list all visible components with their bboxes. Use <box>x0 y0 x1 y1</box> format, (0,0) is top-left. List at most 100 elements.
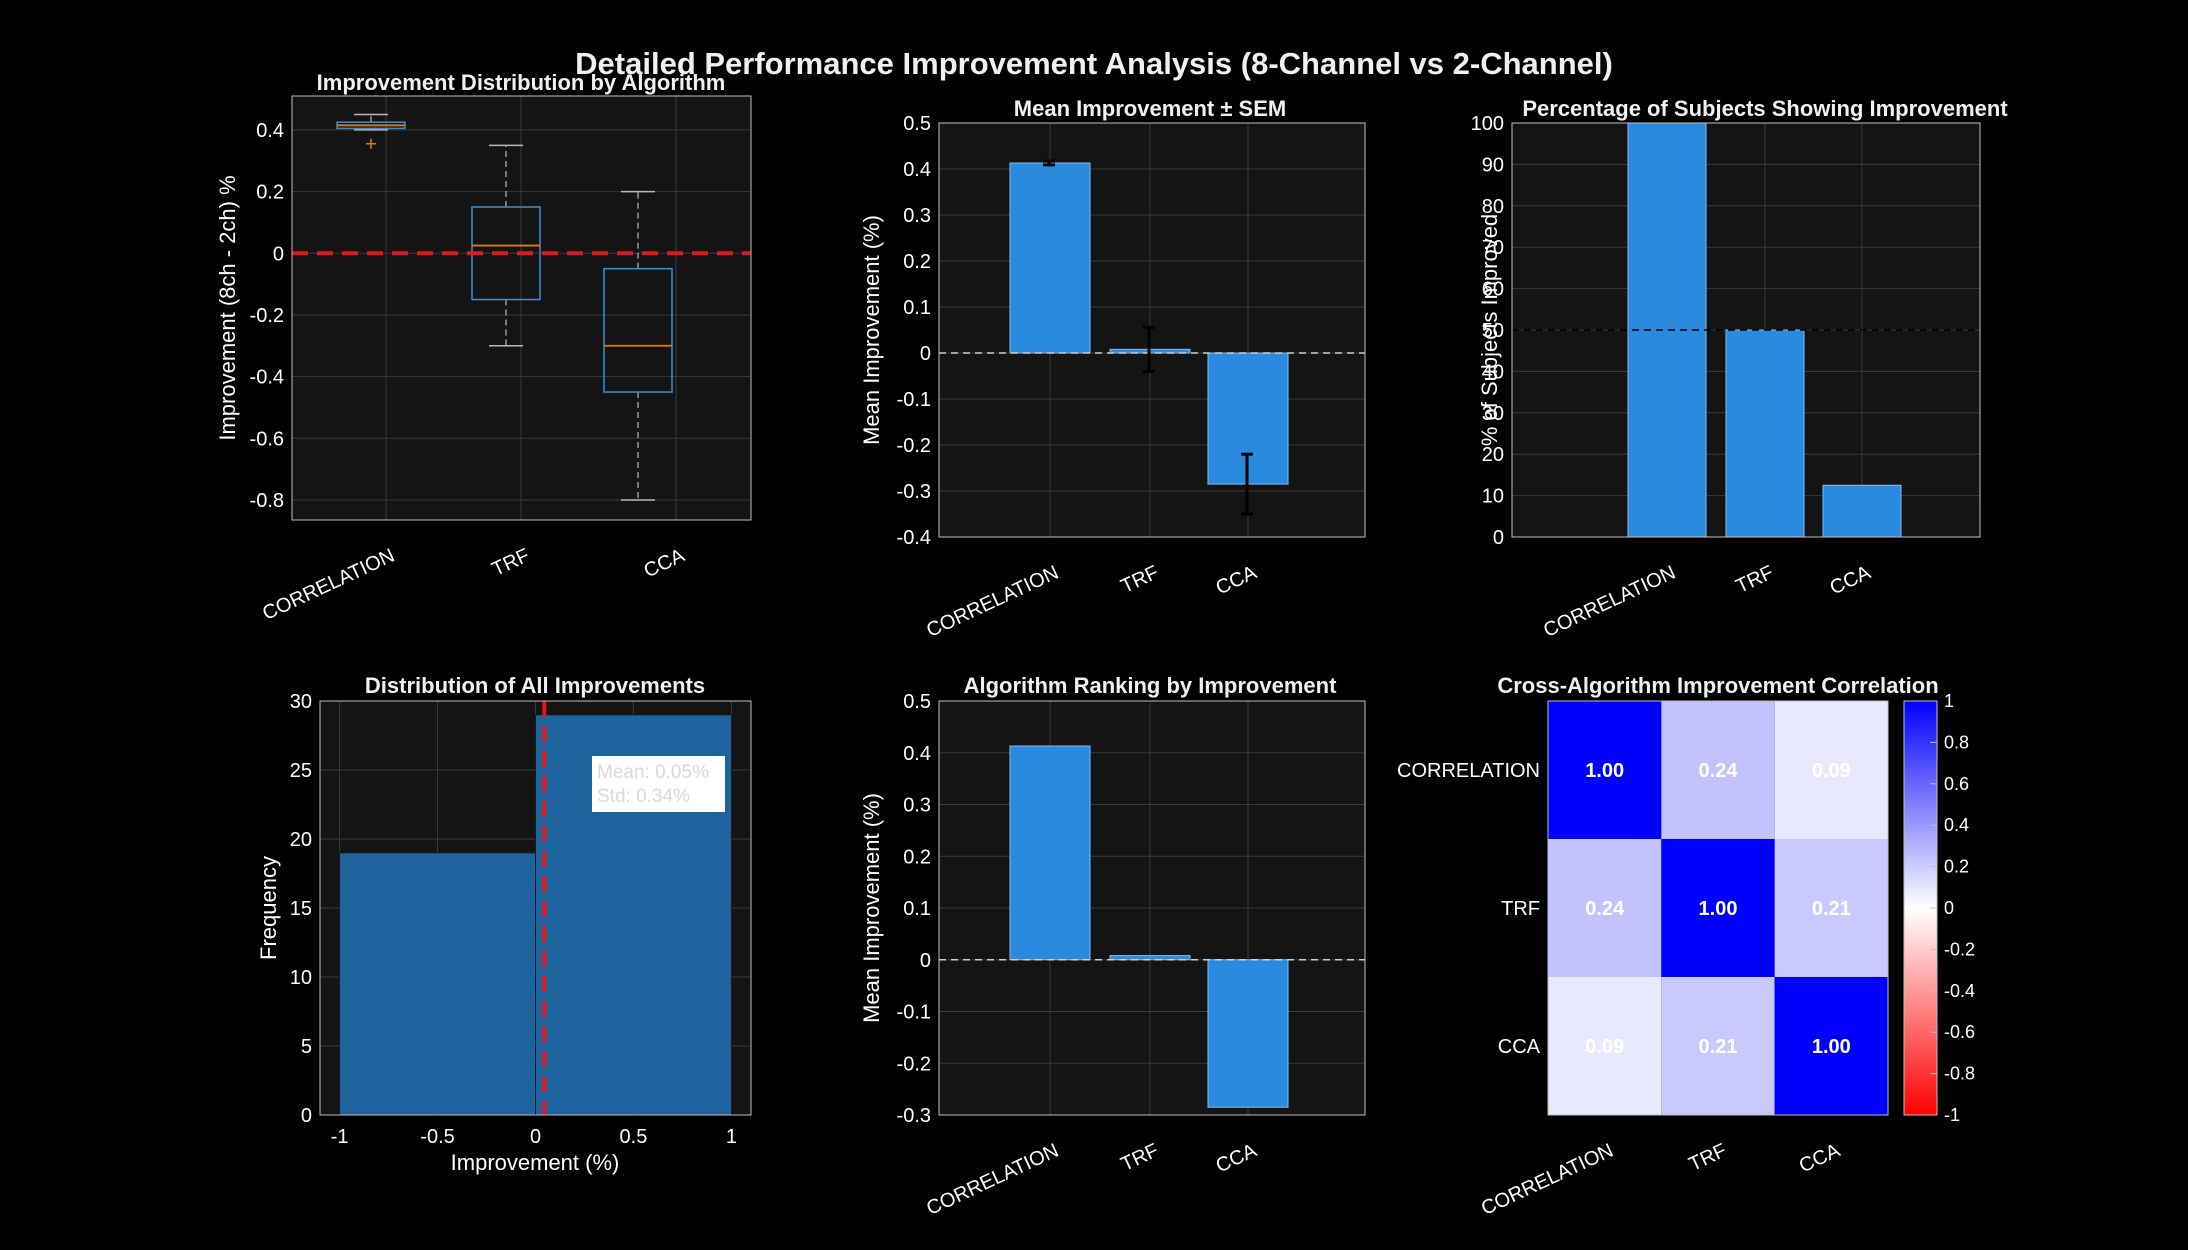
heatmap-cell <box>1548 839 1662 977</box>
x-tick-label: 0.5 <box>620 1126 648 1148</box>
y-axis-label: % of Subjects Improved <box>1477 214 1502 446</box>
y-tick-label: 100 <box>1471 113 1504 135</box>
colorbar-tick-label: -1 <box>1944 1105 1960 1125</box>
annotation-std: Std: 0.34% <box>597 786 690 807</box>
axes-frame <box>1511 122 1981 538</box>
panel-title: Improvement Distribution by Algorithm <box>317 70 726 95</box>
y-tick-label: CORRELATION <box>1397 760 1540 782</box>
y-axis-label: Improvement (8ch - 2ch) % <box>215 175 240 440</box>
colorbar-tick-label: -0.2 <box>1944 939 1975 959</box>
y-tick-label: 0.5 <box>903 691 931 713</box>
panel-ranking: 0.50.40.30.20.10-0.1-0.2-0.3 CORRELATION… <box>859 673 1366 1220</box>
box-correlation <box>336 113 406 149</box>
y-tick-label: -0.2 <box>897 1053 931 1075</box>
cell-value: 1.00 <box>1812 1036 1851 1058</box>
histogram-bin <box>339 852 536 1116</box>
x-tick-label: 1 <box>726 1126 737 1148</box>
y-tick-label: 0.3 <box>903 205 931 227</box>
error-bar-cca <box>1241 452 1253 516</box>
heatmap-cell <box>1661 701 1775 839</box>
figure-title: Detailed Performance Improvement Analysi… <box>575 46 1613 81</box>
y-tick-label: 0 <box>1493 527 1504 549</box>
y-tick-label: 10 <box>290 967 312 989</box>
y-tick-label: 40 <box>1482 361 1504 383</box>
panel-title: Cross-Algorithm Improvement Correlation <box>1497 673 1938 698</box>
y-tick-label: -0.2 <box>250 305 284 327</box>
y-tick-label: 0.4 <box>903 159 931 181</box>
y-tick-label: 0.2 <box>256 182 284 204</box>
heatmap-frame <box>1547 700 1889 1116</box>
panel-histogram: 30 25 20 15 10 5 0 -1 -0.5 0 0.5 1 Distribution of… <box>256 673 752 1175</box>
box-cca <box>603 190 673 501</box>
colorbar-tick-label: 0.8 <box>1944 732 1969 752</box>
bar-cca <box>1207 959 1289 1108</box>
y-tick-label: -0.4 <box>897 527 931 549</box>
y-tick-label: -0.1 <box>897 389 931 411</box>
annotation-box <box>592 756 725 812</box>
cell-value: 0.21 <box>1699 1036 1738 1058</box>
y-tick-label: 0 <box>301 1105 312 1127</box>
heatmap-cell <box>1774 701 1888 839</box>
y-tick-label: 20 <box>290 829 312 851</box>
error-bar-correlation <box>1043 159 1055 167</box>
colorbar-tick-label: -0.4 <box>1944 981 1975 1001</box>
panel-title: Mean Improvement ± SEM <box>1014 96 1286 121</box>
y-tick-label: -0.8 <box>250 490 284 512</box>
axes-frame <box>938 122 1366 538</box>
stats-annotation: Mean: 0.05% Std: 0.34% <box>592 756 725 812</box>
panel-title: Distribution of All Improvements <box>365 673 705 698</box>
colorbar-tick-label: -0.6 <box>1944 1022 1975 1042</box>
colorbar-tick-label: 1 <box>1944 691 1954 711</box>
y-tick-label: 80 <box>1482 196 1504 218</box>
y-tick-label: 10 <box>1482 486 1504 508</box>
x-tick-label: -1 <box>331 1126 349 1148</box>
axes-frame <box>291 95 752 521</box>
y-tick-label: -0.2 <box>897 435 931 457</box>
y-tick-label: 60 <box>1482 279 1504 301</box>
y-tick-label: -0.6 <box>250 428 284 450</box>
y-tick-label: 0.3 <box>903 795 931 817</box>
heatmap-cell <box>1661 977 1775 1115</box>
colorbar-tick-label: -0.8 <box>1944 1064 1975 1084</box>
y-tick-label: 50 <box>1482 320 1504 342</box>
x-axis-label: Improvement (%) <box>451 1150 620 1175</box>
cell-value: 0.09 <box>1812 760 1851 782</box>
heatmap-cell <box>1548 977 1662 1115</box>
y-tick-label: -0.4 <box>250 367 284 389</box>
y-tick-label: 0.2 <box>903 846 931 868</box>
y-axis-label: Mean Improvement (%) <box>859 215 884 445</box>
axes-mean-sem <box>939 123 1365 537</box>
cell-value: 0.24 <box>1699 760 1739 782</box>
x-tick-label: 0 <box>530 1126 541 1148</box>
y-tick-label: 0.2 <box>903 251 931 273</box>
y-tick-label: 30 <box>290 691 312 713</box>
y-tick-label: 0.5 <box>903 113 931 135</box>
cell-value: 0.24 <box>1585 898 1625 920</box>
heatmap-cell <box>1774 839 1888 977</box>
y-tick-label: -0.1 <box>897 1002 931 1024</box>
bar-correlation <box>1009 745 1091 961</box>
cell-value: 1.00 <box>1699 898 1738 920</box>
heatmap-cell <box>1548 701 1662 839</box>
box-iqr <box>603 267 673 393</box>
cell-value: 0.21 <box>1812 898 1851 920</box>
x-tick-label: -0.5 <box>420 1126 454 1148</box>
heatmap-cell <box>1661 839 1775 977</box>
y-tick-label: 15 <box>290 898 312 920</box>
outlier-marker <box>366 138 376 149</box>
y-tick-label: -0.3 <box>897 481 931 503</box>
colorbar-tick-label: 0.6 <box>1944 774 1969 794</box>
panel-title: Percentage of Subjects Showing Improveme… <box>1522 96 2008 121</box>
bar-trf <box>1725 329 1805 538</box>
y-tick-label: 0 <box>920 343 931 365</box>
y-axis-label: Mean Improvement (%) <box>859 793 884 1023</box>
y-tick-label: 5 <box>301 1036 312 1058</box>
y-axis-label: Frequency <box>256 856 281 960</box>
error-bar-trf <box>1143 325 1155 373</box>
y-tick-label: 0.1 <box>903 297 931 319</box>
y-tick-label: 90 <box>1482 154 1504 176</box>
bar-cca <box>1822 484 1902 538</box>
bar-correlation <box>1009 162 1091 354</box>
